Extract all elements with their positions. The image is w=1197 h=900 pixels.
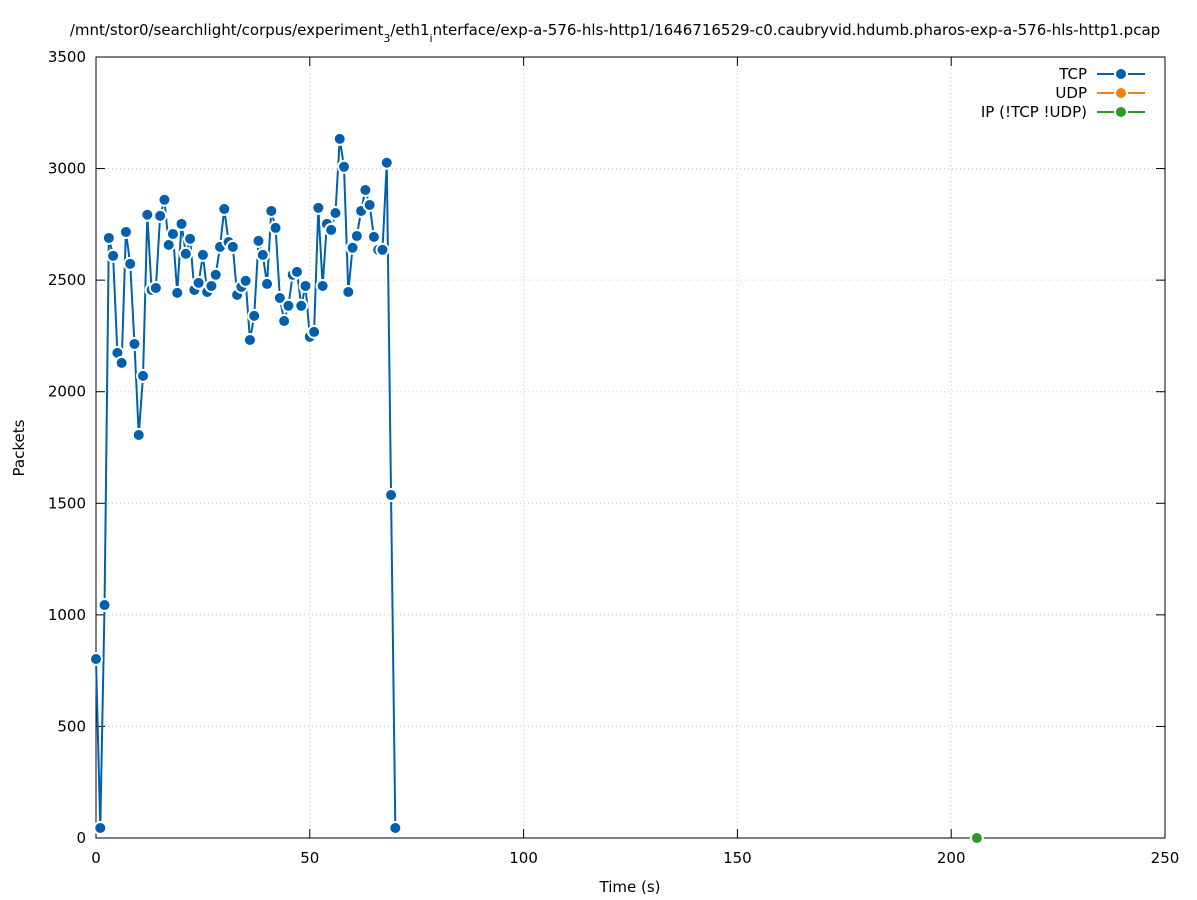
title-segment: nterface/exp-a-576-hls-http1/1646716529-… bbox=[433, 21, 1161, 39]
data-point bbox=[225, 239, 240, 254]
legend-label: UDP bbox=[1055, 84, 1087, 102]
title-segment: 3 bbox=[383, 32, 390, 45]
data-point bbox=[238, 273, 253, 288]
legend-marker bbox=[1114, 86, 1128, 100]
data-point bbox=[384, 488, 399, 503]
data-point bbox=[311, 200, 326, 215]
y-axis-label: Packets bbox=[10, 419, 28, 476]
legend-label: TCP bbox=[1058, 65, 1087, 83]
data-point bbox=[157, 192, 172, 207]
y-tick-label: 3500 bbox=[48, 48, 86, 66]
data-point bbox=[247, 308, 262, 323]
y-tick-label: 2500 bbox=[48, 271, 86, 289]
legend-label: IP (!TCP !UDP) bbox=[981, 103, 1087, 121]
title-segment: /mnt/stor0/searchlight/corpus/experiment bbox=[70, 21, 384, 39]
x-axis-label: Time (s) bbox=[599, 878, 661, 896]
legend-marker bbox=[1114, 105, 1128, 119]
data-point bbox=[195, 247, 210, 262]
data-point bbox=[251, 233, 266, 248]
data-point bbox=[362, 197, 377, 212]
x-tick-label: 200 bbox=[937, 849, 966, 867]
x-tick-label: 50 bbox=[300, 849, 319, 867]
title-segment: /eth1 bbox=[390, 21, 429, 39]
data-point bbox=[379, 155, 394, 170]
data-point bbox=[93, 820, 108, 835]
data-point bbox=[345, 240, 360, 255]
x-tick-label: 100 bbox=[509, 849, 538, 867]
data-point bbox=[281, 298, 296, 313]
data-point bbox=[366, 229, 381, 244]
data-point bbox=[170, 285, 185, 300]
data-point bbox=[375, 242, 390, 257]
data-point bbox=[298, 278, 313, 293]
data-point bbox=[255, 247, 270, 262]
chart-title: /mnt/stor0/searchlight/corpus/experiment… bbox=[70, 21, 1160, 45]
data-point bbox=[140, 207, 155, 222]
data-point bbox=[268, 220, 283, 235]
data-point bbox=[277, 313, 292, 328]
y-tick-label: 3000 bbox=[48, 160, 86, 178]
y-tick-label: 1500 bbox=[48, 494, 86, 512]
data-point bbox=[118, 224, 133, 239]
legend-marker bbox=[1114, 67, 1128, 81]
data-point bbox=[123, 256, 138, 271]
data-point bbox=[242, 332, 257, 347]
data-point bbox=[165, 226, 180, 241]
data-point bbox=[178, 246, 193, 261]
data-point bbox=[114, 355, 129, 370]
data-point bbox=[388, 820, 403, 835]
data-point bbox=[332, 131, 347, 146]
data-point bbox=[127, 336, 142, 351]
data-point bbox=[183, 231, 198, 246]
y-tick-label: 0 bbox=[76, 829, 86, 847]
data-point bbox=[341, 284, 356, 299]
data-point bbox=[307, 324, 322, 339]
data-point bbox=[174, 216, 189, 231]
y-tick-label: 2000 bbox=[48, 383, 86, 401]
data-point bbox=[153, 208, 168, 223]
data-point bbox=[101, 230, 116, 245]
data-point bbox=[131, 428, 146, 443]
data-point bbox=[349, 228, 364, 243]
x-tick-label: 250 bbox=[1151, 849, 1180, 867]
data-point bbox=[358, 182, 373, 197]
title-segment: i bbox=[430, 32, 433, 45]
x-tick-label: 150 bbox=[723, 849, 752, 867]
data-point bbox=[191, 275, 206, 290]
y-tick-label: 1000 bbox=[48, 606, 86, 624]
data-point bbox=[328, 205, 343, 220]
data-point bbox=[260, 276, 275, 291]
data-point bbox=[337, 159, 352, 174]
data-point bbox=[97, 598, 112, 613]
y-tick-label: 500 bbox=[57, 717, 86, 735]
data-point bbox=[264, 203, 279, 218]
x-tick-label: 0 bbox=[91, 849, 101, 867]
data-point bbox=[272, 290, 287, 305]
data-point bbox=[136, 368, 151, 383]
data-point bbox=[969, 831, 984, 845]
data-point bbox=[106, 248, 121, 263]
data-point bbox=[294, 298, 309, 313]
data-point bbox=[324, 222, 339, 237]
data-point bbox=[289, 264, 304, 279]
plot-border bbox=[95, 56, 1166, 839]
data-point bbox=[217, 201, 232, 216]
data-point bbox=[315, 278, 330, 293]
data-point bbox=[208, 267, 223, 282]
data-point bbox=[148, 280, 163, 295]
data-point bbox=[89, 652, 103, 667]
